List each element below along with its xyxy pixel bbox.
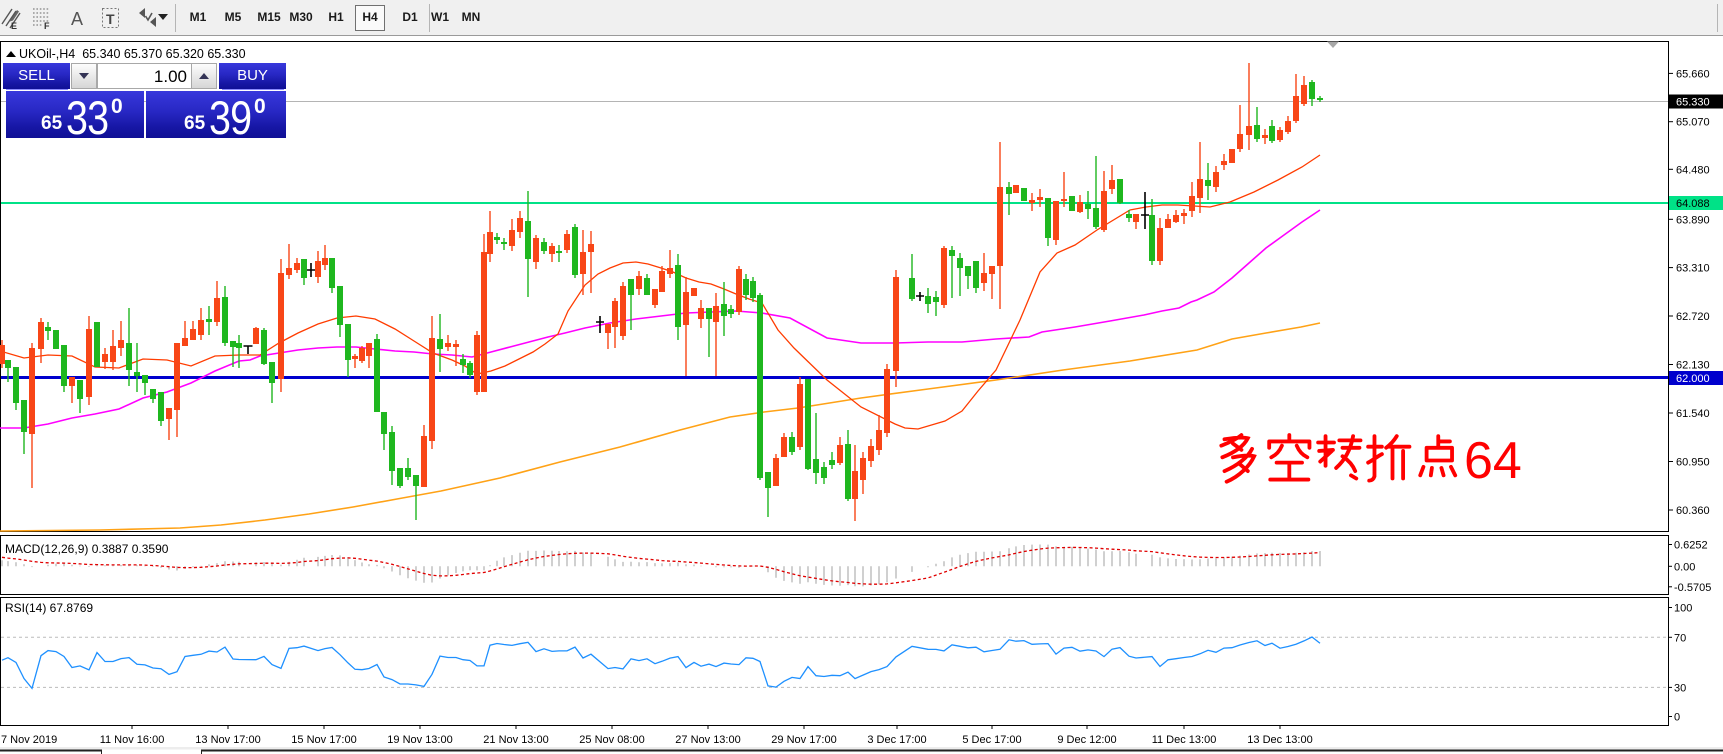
svg-text:11 Nov 16:00: 11 Nov 16:00: [100, 734, 165, 746]
svg-text:T: T: [106, 11, 115, 27]
svg-text:-0.5705: -0.5705: [1674, 582, 1711, 594]
svg-text:29 Nov 17:00: 29 Nov 17:00: [771, 734, 836, 746]
svg-text:27 Nov 13:00: 27 Nov 13:00: [675, 734, 740, 746]
svg-text:63.310: 63.310: [1676, 263, 1710, 275]
svg-text:MACD(12,26,9) 0.3887 0.3590: MACD(12,26,9) 0.3887 0.3590: [5, 542, 169, 556]
svg-text:62.720: 62.720: [1676, 311, 1710, 323]
svg-text:63.890: 63.890: [1676, 214, 1710, 226]
svg-text:64: 64: [1464, 432, 1522, 490]
svg-text:21 Nov 13:00: 21 Nov 13:00: [483, 734, 548, 746]
svg-text:0.6252: 0.6252: [1674, 540, 1708, 552]
svg-text:19 Nov 13:00: 19 Nov 13:00: [387, 734, 452, 746]
svg-text:0: 0: [1674, 712, 1680, 724]
svg-text:UKOil-,H4 65.340 65.370 65.32: UKOil-,H4 65.340 65.370 65.320 65.330: [19, 47, 246, 61]
svg-text:60.360: 60.360: [1676, 505, 1710, 517]
svg-text:62.130: 62.130: [1676, 360, 1710, 372]
svg-text:62.000: 62.000: [1676, 373, 1710, 385]
svg-text:65.070: 65.070: [1676, 117, 1710, 129]
svg-text:A: A: [71, 9, 83, 29]
svg-text:7 Nov 2019: 7 Nov 2019: [1, 734, 57, 746]
svg-text:5 Dec 17:00: 5 Dec 17:00: [962, 734, 1021, 746]
svg-text:64.088: 64.088: [1676, 198, 1710, 210]
svg-text:E: E: [11, 21, 17, 31]
svg-text:64.480: 64.480: [1676, 164, 1710, 176]
svg-text:F: F: [44, 21, 50, 31]
svg-text:100: 100: [1674, 603, 1692, 615]
svg-text:11 Dec 13:00: 11 Dec 13:00: [1152, 734, 1217, 746]
svg-text:61.540: 61.540: [1676, 408, 1710, 420]
svg-text:3 Dec 17:00: 3 Dec 17:00: [867, 734, 926, 746]
svg-text:15 Nov 17:00: 15 Nov 17:00: [291, 734, 356, 746]
svg-text:13 Dec 13:00: 13 Dec 13:00: [1247, 734, 1312, 746]
svg-text:65.660: 65.660: [1676, 68, 1710, 80]
svg-text:9 Dec 12:00: 9 Dec 12:00: [1057, 734, 1116, 746]
svg-text:25 Nov 08:00: 25 Nov 08:00: [579, 734, 644, 746]
svg-text:60.950: 60.950: [1676, 457, 1710, 469]
svg-text:0.00: 0.00: [1674, 561, 1695, 573]
svg-text:30: 30: [1674, 682, 1686, 694]
svg-text:65.330: 65.330: [1676, 97, 1710, 109]
svg-text:RSI(14) 67.8769: RSI(14) 67.8769: [5, 601, 93, 615]
svg-text:13 Nov 17:00: 13 Nov 17:00: [195, 734, 260, 746]
svg-text:70: 70: [1674, 632, 1686, 644]
